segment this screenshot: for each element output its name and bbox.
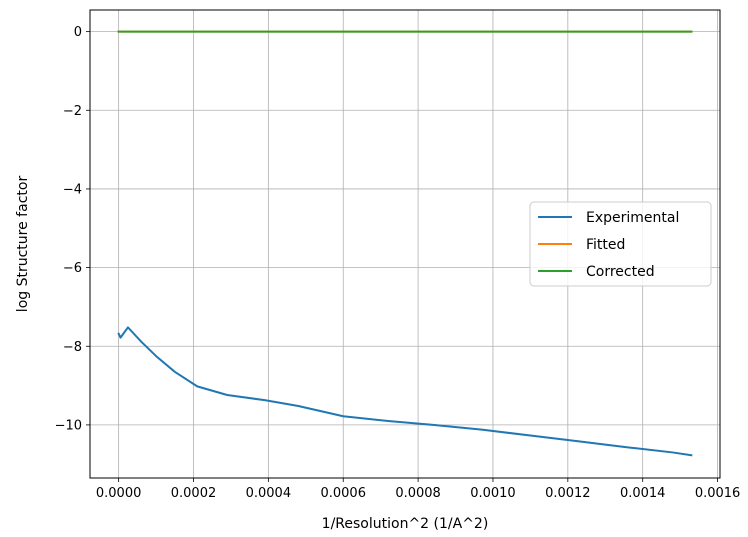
y-axis-label: log Structure factor: [15, 176, 31, 313]
x-tick-label: 0.0016: [695, 486, 741, 501]
x-tick-label: 0.0000: [96, 486, 142, 501]
x-axis-ticks: 0.0000 0.0002 0.0004 0.0006 0.0008 0.0010 0.00…: [96, 478, 740, 501]
plot-frame: [89, 9, 721, 479]
series-layer: [117, 30, 693, 457]
y-tick-label: −10: [55, 418, 82, 433]
legend-box: [529, 201, 712, 287]
x-tick-label: 0.0004: [246, 486, 292, 501]
x-tick-label: 0.0002: [171, 486, 217, 501]
legend-label-experimental: Experimental: [586, 210, 679, 226]
x-tick-label: 0.0010: [470, 486, 516, 501]
x-tick-label: 0.0006: [320, 486, 366, 501]
y-tick-label: −2: [63, 104, 82, 119]
x-tick-label: 0.0012: [545, 486, 591, 501]
x-tick-label: 0.0008: [395, 486, 441, 501]
series-line-experimental: [117, 326, 693, 457]
x-tick-label: 0.0014: [620, 486, 666, 501]
x-axis-label: 1/Resolution^2 (1/A^2): [322, 516, 489, 532]
y-tick-label: −4: [63, 182, 82, 197]
legend-label-fitted: Fitted: [586, 237, 625, 253]
y-tick-label: −8: [63, 340, 82, 355]
y-tick-label: 0: [74, 25, 82, 40]
y-tick-label: −6: [63, 261, 82, 276]
legend: Experimental Fitted Corrected: [529, 201, 712, 287]
legend-label-corrected: Corrected: [586, 264, 655, 280]
y-axis-ticks: 0 −2 −4 −6 −8 −10: [55, 25, 90, 433]
